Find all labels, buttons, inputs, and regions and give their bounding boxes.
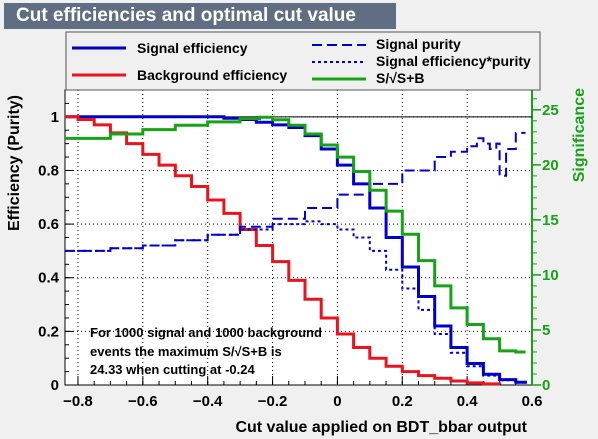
annotation-line-3: 24.33 when cutting at -0.24 [90, 362, 255, 377]
y2-tick-label: 0 [542, 377, 550, 394]
legend-label-signal-efficiency-purity: Signal efficiency*purity [376, 53, 531, 69]
x-tick-label: 0 [333, 393, 341, 410]
y-tick-label: 1 [51, 109, 59, 126]
y-axis-title: Efficiency (Purity) [6, 95, 23, 231]
plot-area [64, 89, 533, 386]
significance-line [65, 115, 526, 354]
legend-entry-background-efficiency: Background efficiency [72, 67, 287, 83]
annotation-line-1: For 1000 signal and 1000 background [90, 325, 322, 340]
y2-tick-label: 25 [542, 102, 559, 119]
signal-efficiency-purity-line [65, 220, 527, 384]
legend-box [65, 31, 541, 91]
y2-tick-label: 5 [542, 322, 550, 339]
annotation-line-2: events the maximum S/√S+B is [90, 344, 282, 359]
x-axis-title: Cut value applied on BDT_bbar output [235, 419, 527, 436]
legend-label-significance: S/√S+B [376, 70, 425, 86]
y2-axis-title: Significance [571, 88, 588, 182]
series-layer [65, 115, 532, 386]
x-tick-label: −0.4 [193, 393, 223, 410]
legend-entry-significance: S/√S+B [312, 70, 425, 86]
legend-label-background-efficiency: Background efficiency [137, 67, 287, 83]
y2-tick-label: 20 [542, 157, 559, 174]
y2-tick-label: 10 [542, 267, 559, 284]
annotation: For 1000 signal and 1000 background even… [90, 325, 322, 377]
y-tick-label: 0.6 [38, 216, 59, 233]
legend-entry-signal-efficiency-purity: Signal efficiency*purity [312, 53, 531, 69]
x-tick-label: 0.2 [392, 393, 413, 410]
y-tick-label: 0.2 [38, 323, 59, 340]
x-tick-label: −0.2 [258, 393, 288, 410]
legend-entry-signal-purity: Signal purity [312, 36, 461, 52]
background-efficiency-line [65, 115, 502, 386]
axes: −0.8 −0.6 −0.4 −0.2 0 0.2 0.4 0.600.20.40.60.81… [38, 89, 559, 410]
x-tick-label: −0.8 [63, 393, 93, 410]
signal-purity-line [65, 131, 526, 252]
legend-entry-signal-efficiency: Signal efficiency [72, 40, 248, 56]
y-tick-label: 0 [51, 377, 59, 394]
legend-label-signal-purity: Signal purity [376, 36, 461, 52]
y-tick-label: 0.4 [38, 270, 60, 287]
chart-title: Cut efficiencies and optimal cut value [4, 3, 396, 29]
x-tick-label: −0.6 [128, 393, 158, 410]
x-tick-label: 0.6 [522, 393, 543, 410]
x-tick-label: 0.4 [457, 393, 479, 410]
y2-tick-label: 15 [542, 212, 559, 229]
legend-label-signal-efficiency: Signal efficiency [137, 40, 248, 56]
y-tick-label: 0.8 [38, 162, 59, 179]
